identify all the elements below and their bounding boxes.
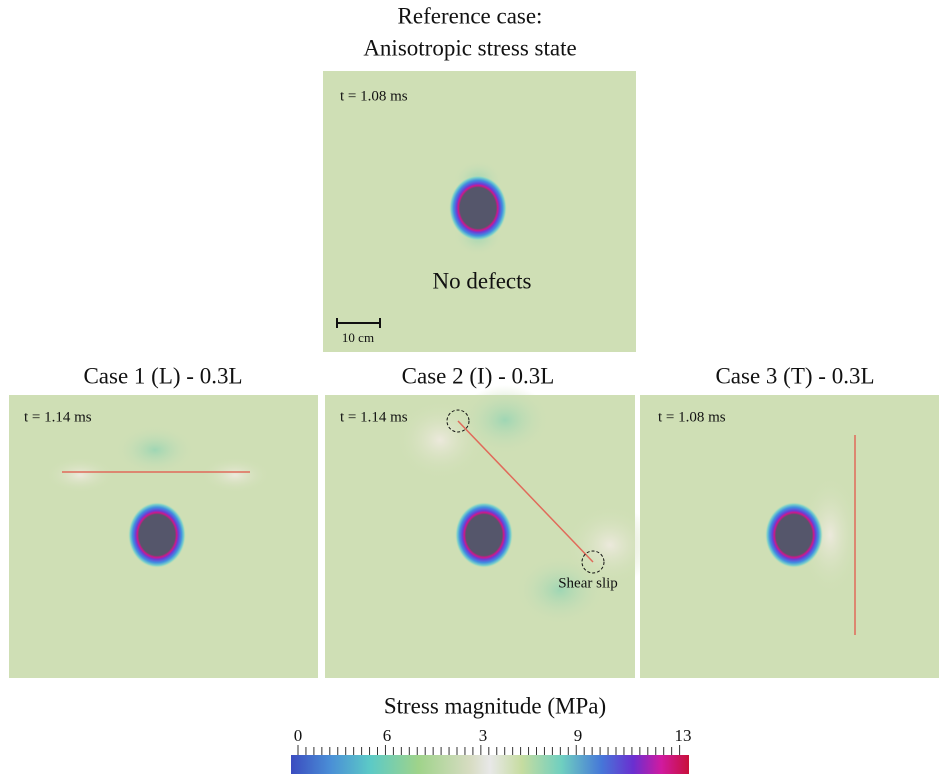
- time-label: t = 1.08 ms: [340, 88, 408, 104]
- time-label: t = 1.08 ms: [658, 409, 726, 425]
- colorbar-tick-label: 9: [574, 726, 583, 745]
- figure-title: Reference case:: [398, 3, 543, 28]
- panel: t = 1.14 ms: [9, 395, 318, 678]
- colorbar-tick-label: 6: [383, 726, 392, 745]
- panel-title: Case 3 (T) - 0.3L: [715, 363, 874, 388]
- colorbar-tick-label: 3: [479, 726, 488, 745]
- time-label: t = 1.14 ms: [24, 409, 92, 425]
- colorbar-tick-label: 13: [675, 726, 692, 745]
- panel: t = 1.14 ms Shear slip: [325, 385, 655, 678]
- panel-title: Case 2 (I) - 0.3L: [402, 363, 555, 388]
- colorbar: [291, 755, 689, 774]
- panel-title: Case 1 (L) - 0.3L: [83, 363, 242, 388]
- scale-bar-label: 10 cm: [342, 330, 374, 345]
- annotation: Shear slip: [558, 575, 618, 591]
- panel-label: No defects: [433, 268, 532, 293]
- colorbar-tick-label: 0: [294, 726, 303, 745]
- figure-title: Anisotropic stress state: [363, 35, 576, 60]
- panel: t = 1.08 ms: [640, 395, 939, 678]
- colorbar-ticks: [297, 745, 681, 755]
- colorbar-title: Stress magnitude (MPa): [384, 693, 606, 718]
- time-label: t = 1.14 ms: [340, 409, 408, 425]
- panel: t = 1.08 ms No defects 10 cm: [323, 71, 636, 352]
